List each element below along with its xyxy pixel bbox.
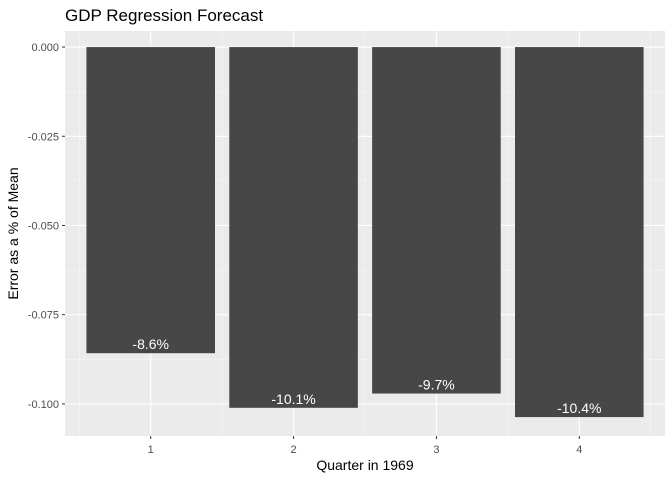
y-tick-label: -0.100 [28, 399, 59, 411]
data-label-q2: -10.1% [271, 391, 315, 407]
data-label-q3: -9.7% [418, 377, 455, 393]
y-axis-ticks: 0.000 -0.025 -0.050 -0.075 -0.100 [28, 42, 65, 411]
bar-q2 [229, 47, 358, 408]
x-axis-title: Quarter in 1969 [316, 457, 413, 473]
y-tick-label: -0.050 [28, 220, 59, 232]
bar-q4 [515, 47, 644, 418]
data-label-q1: -8.6% [132, 336, 169, 352]
y-tick-label: -0.075 [28, 310, 59, 322]
data-labels: -8.6% -10.1% -9.7% -10.4% [132, 336, 601, 416]
data-label-q4: -10.4% [557, 400, 601, 416]
y-tick-label: 0.000 [31, 42, 59, 54]
bars [86, 47, 644, 418]
bar-q3 [372, 47, 501, 394]
y-axis-title: Error as a % of Mean [5, 167, 21, 299]
x-tick-label: 3 [433, 444, 439, 456]
x-tick-label: 4 [576, 444, 582, 456]
x-tick-label: 1 [148, 444, 154, 456]
x-tick-label: 2 [291, 444, 297, 456]
chart-title: GDP Regression Forecast [65, 6, 263, 25]
y-tick-label: -0.025 [28, 131, 59, 143]
x-axis-ticks: 1 2 3 4 [148, 436, 582, 456]
bar-q1 [86, 47, 215, 354]
